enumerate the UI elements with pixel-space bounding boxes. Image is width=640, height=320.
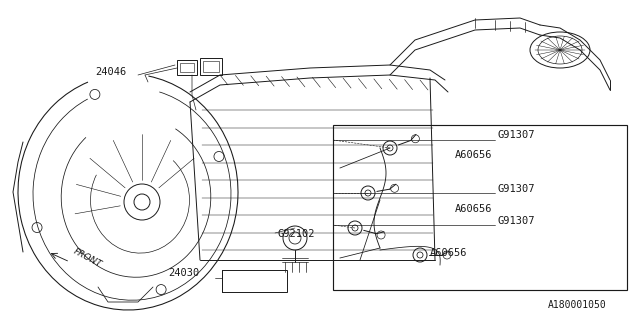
Text: 24030: 24030 (168, 268, 199, 278)
Text: G91307: G91307 (497, 184, 534, 194)
Bar (180, 63, 194, 72)
Text: 24046: 24046 (95, 67, 126, 77)
Text: G91307: G91307 (497, 216, 534, 226)
Text: A60656: A60656 (455, 150, 493, 160)
Text: A60656: A60656 (455, 204, 493, 214)
Bar (203, 61, 219, 72)
Bar (177, 60, 197, 75)
Bar (222, 270, 287, 292)
Bar (200, 58, 222, 75)
Text: G92102: G92102 (278, 229, 316, 239)
Text: A180001050: A180001050 (548, 300, 607, 310)
Bar (333, 125, 627, 290)
Text: A60656: A60656 (430, 248, 467, 258)
Text: FRONT: FRONT (72, 247, 104, 269)
Text: G91307: G91307 (497, 130, 534, 140)
